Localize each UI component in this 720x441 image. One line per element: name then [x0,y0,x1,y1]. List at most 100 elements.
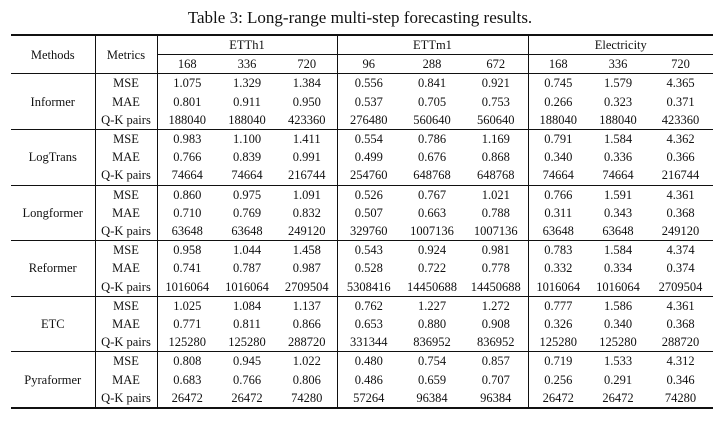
metric-name: MAE [94,148,157,167]
value-cell: 0.991 [292,150,321,165]
value-cell: 4.361 [648,184,714,204]
metric-name: Q-K pairs [94,222,157,241]
value-cell: 0.766 [232,372,262,387]
metric-name: Q-K pairs [94,277,157,297]
value-cell: 0.987 [292,261,321,276]
value-cell: 560640 [413,112,451,127]
value-cell: 0.762 [336,295,400,316]
header-horizon: 336 [588,54,648,75]
value-cell: 63648 [231,224,263,239]
value-cell: 0.868 [481,150,510,165]
value-cell: 1.075 [156,73,217,93]
value-cell: 1.044 [217,240,277,260]
table-row: Longformer MSE 0.860 0.975 1.091 0.526 0.767 1.… [11,184,714,241]
results-table: Methods Metrics ETTh1 ETTm1 Electricity … [11,34,714,410]
value-cell: 1.021 [464,184,528,204]
value-cell: 74664 [156,166,217,186]
value-cell: 74664 [231,168,263,183]
table-row: LogTrans MSE 0.983 1.100 1.411 0.554 0.786 1.16… [11,129,714,186]
value-cell: 0.945 [217,351,277,371]
metric-name: MAE [94,370,157,389]
value-cell: 0.769 [232,205,262,220]
value-cell: 1007136 [410,224,454,239]
value-cell: 423360 [661,112,700,127]
value-cell: 0.832 [292,205,321,220]
table-row: MAE 0.801 0.911 0.950 0.537 0.705 0.753 0.266 0.… [11,92,713,111]
header-horizon: 96 [336,54,400,75]
value-cell: 0.783 [527,240,588,260]
value-cell: 216744 [661,168,700,183]
metric-name: MSE [94,351,157,371]
value-cell: 0.722 [417,261,447,276]
table-row: Informer MSE 1.075 1.329 1.384 0.556 0.841 0.92… [11,73,713,109]
value-cell: 0.766 [156,148,217,167]
value-cell: 74664 [602,168,634,183]
value-cell: 1.458 [277,240,337,260]
value-cell: 1.329 [232,76,262,91]
table-row: MAE 0.683 0.766 0.806 0.486 0.659 0.707 0.256 0.… [11,370,713,389]
header-horizon: 720 [277,54,337,75]
table-row: Q-K pairs 188040 188040 423360 276480 560640 5… [11,110,713,130]
value-cell: 188040 [156,110,217,130]
value-cell: 0.653 [336,315,400,334]
value-cell: 216744 [288,168,326,183]
value-cell: 0.374 [666,261,695,276]
value-cell: 0.340 [527,148,588,167]
value-cell: 1007136 [473,224,518,239]
value-cell: 0.806 [292,372,321,387]
value-cell: 0.710 [156,203,217,223]
header-horizon: 168 [527,54,588,75]
method-name: Informer [30,94,75,109]
value-cell: 5308416 [336,277,400,297]
table-row: Reformer MSE 0.958 1.044 1.458 0.543 0.924 0.98… [11,240,714,297]
value-cell: 63648 [156,222,217,241]
value-cell: 0.526 [336,184,400,204]
metric-name: MAE [94,259,157,278]
value-cell: 0.499 [336,148,400,167]
table-row: MAE 0.710 0.769 0.832 0.507 0.663 0.788 0.311 0.… [11,203,713,223]
value-cell: 4.374 [648,240,714,260]
value-cell: 0.486 [336,370,400,389]
value-cell: 0.771 [156,315,217,334]
method-name: Longformer [11,184,95,241]
header-horizon: 168 [156,54,217,75]
method-name: LogTrans [11,129,95,186]
value-cell: 0.866 [292,317,321,332]
header-horizon: 288 [400,54,464,75]
header-horizon: 336 [217,54,277,75]
value-cell: 0.860 [156,184,217,204]
value-cell: 0.841 [417,76,447,91]
value-cell: 0.543 [336,240,400,260]
value-cell: 0.880 [417,317,447,332]
value-cell: 1.137 [277,295,337,316]
value-cell: 96384 [416,390,448,405]
value-cell: 288720 [661,335,700,350]
value-cell: 0.766 [527,184,588,204]
value-cell: 26472 [527,388,588,409]
value-cell: 0.958 [156,240,217,260]
value-cell: 188040 [527,110,588,130]
value-cell: 63648 [602,224,634,239]
value-cell: 648768 [413,168,451,183]
value-cell: 57264 [336,388,400,409]
value-cell: 0.811 [233,317,261,332]
value-cell: 125280 [228,335,266,350]
value-cell: 125280 [527,333,588,352]
metric-name: Q-K pairs [94,388,157,409]
value-cell: 836952 [477,335,515,350]
value-cell: 0.507 [336,203,400,223]
value-cell: 1.025 [156,295,217,316]
metric-name: Q-K pairs [94,333,157,352]
table-row: MAE 0.771 0.811 0.866 0.653 0.880 0.908 0.326 0.… [11,315,713,334]
value-cell: 0.777 [527,295,588,316]
table-row: Q-K pairs 63648 63648 249120 329760 1007136 10… [11,222,713,241]
value-cell: 0.745 [527,73,588,93]
metric-name: MAE [94,203,157,223]
value-cell: 648768 [477,168,515,183]
method-name: ETC [11,295,95,352]
value-cell: 0.480 [336,351,400,371]
header-horizon: 672 [464,54,528,75]
value-cell: 0.787 [232,261,262,276]
table-caption: Table 3: Long-range multi-step forecasti… [187,8,533,27]
value-cell: 188040 [228,112,266,127]
